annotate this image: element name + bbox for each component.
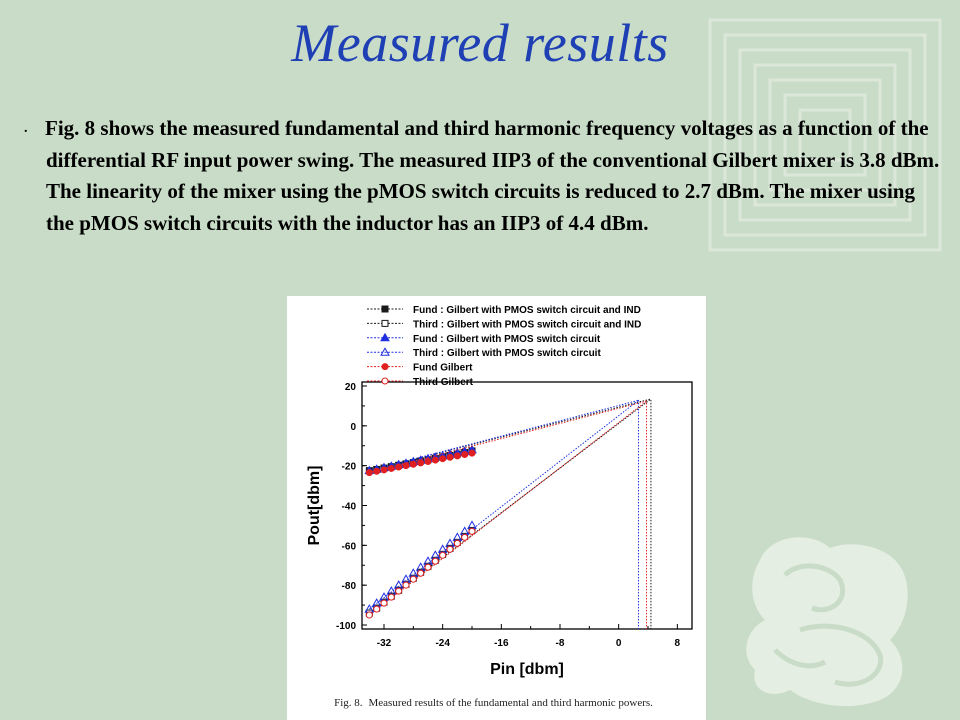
data-point <box>387 464 395 472</box>
data-point <box>431 557 439 565</box>
extrapolation-line <box>369 400 647 616</box>
figure-panel: 20 0 -20 -40 -60 -80 -100 -32 -24 -16 -8 0 8 Pin [dbm… <box>287 296 706 720</box>
legend-marker <box>381 305 389 313</box>
data-point <box>365 611 373 619</box>
y-tick-label: -60 <box>342 541 357 552</box>
slide-title: Measured results <box>291 13 669 73</box>
paragraph-text: Fig. 8 shows the measured fundamental an… <box>45 116 940 235</box>
series-group <box>365 400 647 477</box>
x-tick-label: 8 <box>675 638 681 649</box>
x-tick-label: 0 <box>616 638 622 649</box>
legend-label: Fund : Gilbert with PMOS switch circuit … <box>413 305 641 316</box>
series-group <box>365 398 652 475</box>
y-tick-label: -20 <box>342 462 357 473</box>
legend-marker <box>381 319 389 327</box>
series-group <box>365 400 647 619</box>
data-point <box>395 587 403 595</box>
data-point <box>468 527 476 535</box>
extrapolation-line <box>369 398 652 614</box>
data-point <box>431 456 439 464</box>
data-point <box>409 575 417 583</box>
legend-label: Fund Gilbert <box>413 363 473 374</box>
data-point <box>461 451 469 459</box>
extrapolation-line <box>369 399 639 610</box>
y-tick-label: 0 <box>350 422 356 433</box>
y-tick-label: -40 <box>342 502 357 513</box>
data-point <box>402 462 410 470</box>
legend-label: Third Gilbert <box>413 377 474 388</box>
data-point <box>439 455 447 463</box>
body-paragraph: . Fig. 8 shows the measured fundamental a… <box>24 113 944 239</box>
x-axis-label: Pin [dbm] <box>490 661 564 678</box>
legend-label: Fund : Gilbert with PMOS switch circuit <box>413 334 601 345</box>
extrapolation-line <box>369 399 639 472</box>
data-point <box>380 466 388 474</box>
data-point <box>453 539 461 547</box>
caption-text: Measured results of the fundamental and … <box>368 697 653 709</box>
y-tick-label: -80 <box>342 581 357 592</box>
data-point <box>373 467 381 475</box>
data-point <box>402 581 410 589</box>
legend-marker <box>380 332 390 342</box>
x-tick-label: -24 <box>435 638 450 649</box>
data-point <box>424 457 432 465</box>
legend-label: Third : Gilbert with PMOS switch circuit… <box>413 319 641 330</box>
y-tick-label: -100 <box>336 621 356 632</box>
data-point <box>461 533 469 541</box>
figure-caption: Fig. 8. Measured results of the fundament… <box>287 697 706 709</box>
legend-label: Third : Gilbert with PMOS switch circuit <box>413 348 601 359</box>
data-point <box>387 593 395 601</box>
data-point <box>424 563 432 571</box>
data-point <box>446 545 454 553</box>
data-point <box>439 551 447 559</box>
data-point <box>453 452 461 460</box>
data-point <box>468 449 476 457</box>
bullet-marker: . <box>24 121 28 136</box>
x-tick-label: -16 <box>494 638 509 649</box>
legend-marker <box>381 377 389 385</box>
x-tick-label: -8 <box>556 638 565 649</box>
data-point <box>395 463 403 471</box>
caption-label: Fig. 8. <box>334 697 363 709</box>
dragon-emblem <box>746 537 908 707</box>
legend-marker <box>380 347 390 356</box>
plot-frame <box>361 381 693 630</box>
data-point <box>446 453 454 461</box>
data-point <box>409 460 417 468</box>
data-point <box>365 469 373 477</box>
y-tick-label: 20 <box>345 382 357 393</box>
x-tick-label: -32 <box>377 638 392 649</box>
data-point <box>417 569 425 577</box>
data-point <box>417 459 425 467</box>
y-axis-label: Pout[dbm] <box>306 466 323 546</box>
data-point <box>373 605 381 613</box>
legend-marker <box>381 363 389 371</box>
data-point <box>380 599 388 607</box>
series-group <box>364 399 639 613</box>
